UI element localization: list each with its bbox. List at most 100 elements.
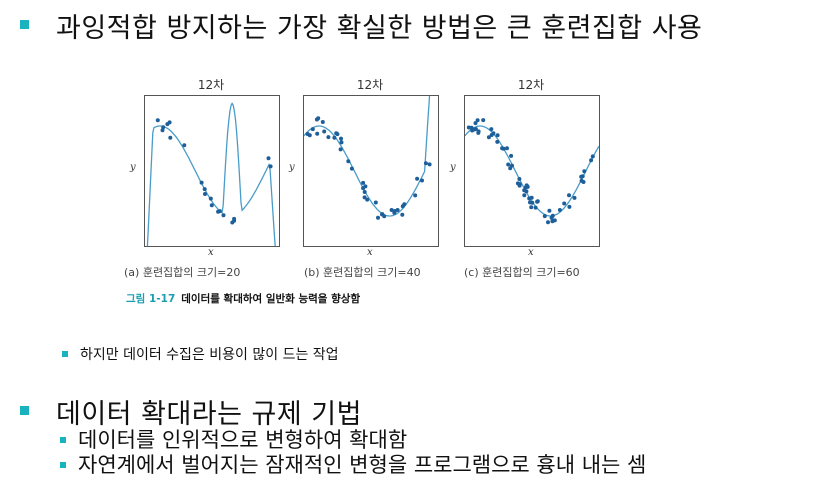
sample-point <box>168 135 173 140</box>
bullet-square-small-icon <box>60 462 66 468</box>
sample-point <box>232 216 237 221</box>
sample-point <box>165 122 170 127</box>
bullet-square-small-icon <box>62 351 68 357</box>
sample-point <box>338 147 343 152</box>
sample-point <box>349 166 354 171</box>
sample-point <box>528 200 532 205</box>
sample-point <box>524 189 529 194</box>
figure-curves <box>146 96 599 246</box>
sample-point <box>533 205 538 210</box>
sample-point <box>315 131 320 136</box>
sample-point <box>182 143 187 148</box>
sample-point <box>508 166 513 171</box>
sample-point <box>420 178 424 183</box>
sample-point <box>522 193 527 198</box>
sample-point <box>590 154 595 159</box>
panel-a-plot <box>144 95 280 247</box>
sample-point <box>525 184 530 189</box>
sample-point <box>535 199 540 204</box>
sample-point <box>486 135 491 140</box>
sample-point <box>266 156 271 161</box>
sample-point <box>161 125 166 130</box>
sample-point <box>395 208 400 212</box>
panel-c-title: 12차 <box>517 78 545 92</box>
sample-point <box>481 118 486 123</box>
sample-point <box>400 212 405 217</box>
sample-point <box>380 212 385 217</box>
sample-point <box>400 204 405 209</box>
sample-point <box>221 213 226 218</box>
sample-point <box>515 181 520 186</box>
sample-point <box>427 162 432 167</box>
heading-overfitting: 과잉적합 방지하는 가장 확실한 방법은 큰 훈련집합 사용 <box>56 13 703 44</box>
panel-curve-group <box>304 96 432 220</box>
sample-point <box>365 197 370 202</box>
sample-point <box>581 180 586 184</box>
panel-a-y-label: y <box>130 162 136 173</box>
fitted-curve <box>304 96 431 217</box>
sample-point <box>557 208 562 212</box>
figure-data-augmentation: 12차 y x (a) 훈련집합의 크기=20 12차 y x (b) 훈련집합… <box>118 70 618 310</box>
sample-point <box>155 118 160 123</box>
sample-point <box>546 220 550 225</box>
sub-bullet-mimic-nature: 자연계에서 벌어지는 잠재적인 변형을 프로그램으로 흉내 내는 셈 <box>78 453 647 477</box>
sample-point <box>310 127 315 132</box>
sample-point <box>203 192 207 196</box>
sample-point <box>362 190 367 194</box>
panel-c-plot <box>464 95 600 247</box>
sample-point <box>506 162 511 167</box>
bullet-square-icon <box>20 20 29 29</box>
panel-b-title: 12차 <box>356 78 384 92</box>
sample-point <box>542 214 547 219</box>
sample-point <box>362 195 367 200</box>
figure-caption-number: 그림 1-17 <box>126 293 176 305</box>
panel-c-caption: (c) 훈련집합의 크기=60 <box>464 266 580 279</box>
sample-point <box>495 139 500 144</box>
sample-point <box>346 159 351 164</box>
panel-a-x-label: x <box>208 247 214 258</box>
sample-point <box>517 177 522 181</box>
panel-b-y-label: y <box>289 162 295 173</box>
sample-point <box>495 133 500 138</box>
panel-a-title: 12차 <box>197 78 225 92</box>
sample-point <box>373 200 378 205</box>
sample-point <box>361 180 366 185</box>
sample-point <box>473 121 478 126</box>
sample-point <box>572 195 577 200</box>
sample-point <box>216 209 221 214</box>
sample-point <box>202 187 207 192</box>
sample-point <box>334 131 339 136</box>
panel-a-caption: (a) 훈련집합의 크기=20 <box>124 266 241 279</box>
sample-point <box>316 116 321 121</box>
fitted-curve <box>146 102 276 246</box>
panel-curve-group <box>465 118 599 225</box>
panel-curve-group <box>146 102 276 246</box>
sample-point <box>326 135 331 140</box>
sample-point <box>363 184 368 189</box>
sample-point <box>567 204 572 209</box>
sample-point <box>332 135 337 140</box>
sample-point <box>562 201 567 206</box>
note-data-collection-cost: 하지만 데이터 수집은 비용이 많이 드는 작업 <box>80 347 339 363</box>
panel-b-plot <box>303 95 439 247</box>
sample-point <box>549 215 554 220</box>
sample-point <box>491 131 496 136</box>
sample-point <box>208 196 213 201</box>
bullet-square-small-icon <box>60 437 66 443</box>
sample-point <box>160 128 165 133</box>
panel-b-caption: (b) 훈련집합의 크기=40 <box>304 266 421 279</box>
sample-point <box>339 140 344 145</box>
figure-caption-text: 데이터를 확대하여 일반화 능력을 향상함 <box>181 293 361 305</box>
sample-point <box>376 215 380 220</box>
heading-data-augmentation: 데이터 확대라는 규제 기법 <box>56 399 362 430</box>
sample-point <box>322 129 327 134</box>
sample-point <box>509 153 514 158</box>
sample-point <box>500 146 505 151</box>
panel-c-x-label: x <box>528 247 534 258</box>
sample-point <box>320 120 325 124</box>
bullet-square-icon <box>20 406 29 415</box>
sample-point <box>476 129 481 134</box>
sample-point <box>389 208 394 212</box>
sample-point <box>547 208 552 213</box>
sample-point <box>339 136 343 141</box>
